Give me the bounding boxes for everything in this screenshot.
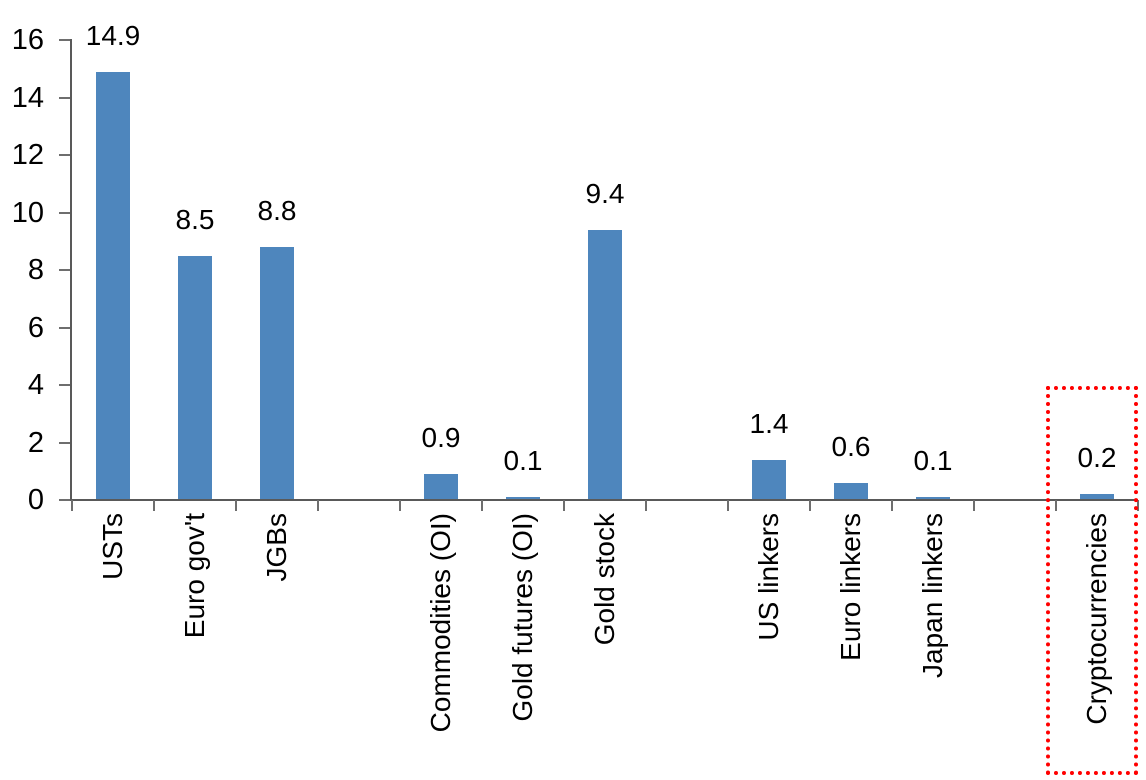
- y-tick: [59, 326, 70, 329]
- x-tick: [399, 500, 401, 511]
- category-label: JGBs: [261, 513, 292, 582]
- bar-value-label: 0.1: [503, 445, 543, 476]
- bar: [1080, 494, 1114, 499]
- category-label: Euro gov't: [179, 513, 210, 639]
- category-label: US linkers: [753, 513, 784, 641]
- bar-value-label: 8.5: [175, 204, 215, 235]
- y-tick-label: 12: [11, 139, 44, 171]
- x-tick: [645, 500, 647, 511]
- x-tick: [809, 500, 811, 511]
- bar-value-label: 14.9: [85, 20, 141, 51]
- bar: [178, 256, 212, 499]
- bar: [506, 497, 540, 499]
- bar: [96, 72, 130, 499]
- y-tick: [59, 441, 70, 444]
- bar-value-label: 0.2: [1077, 442, 1117, 473]
- x-tick: [891, 500, 893, 511]
- y-tick-label: 0: [27, 484, 44, 516]
- x-tick: [563, 500, 565, 511]
- y-tick: [59, 96, 70, 99]
- bar-value-label: 0.1: [913, 445, 953, 476]
- x-tick: [973, 500, 975, 511]
- x-tick: [1137, 500, 1139, 511]
- category-label: Japan linkers: [917, 513, 948, 678]
- y-axis: [70, 39, 72, 501]
- x-tick: [153, 500, 155, 511]
- category-label: USTs: [97, 513, 128, 580]
- bar: [260, 247, 294, 499]
- y-tick-label: 4: [27, 369, 44, 401]
- category-label: Gold futures (OI): [507, 513, 538, 722]
- x-tick: [727, 500, 729, 511]
- y-tick-label: 8: [27, 254, 44, 286]
- y-tick-label: 10: [11, 196, 44, 229]
- x-axis: [70, 499, 1138, 501]
- x-tick: [481, 500, 483, 511]
- y-tick: [59, 499, 70, 501]
- x-tick: [71, 500, 73, 511]
- y-tick: [59, 211, 70, 214]
- y-tick-label: 2: [27, 426, 44, 459]
- bar-value-label: 1.4: [749, 408, 789, 439]
- y-tick: [59, 154, 70, 156]
- x-tick: [1055, 500, 1057, 511]
- highlight-box: [1046, 386, 1138, 775]
- bar-value-label: 0.9: [421, 422, 461, 453]
- category-label: Commodities (OI): [425, 513, 456, 733]
- bar-value-label: 8.8: [257, 195, 297, 226]
- y-tick: [59, 39, 70, 41]
- bar: [916, 497, 950, 499]
- bar: [588, 230, 622, 499]
- y-tick: [59, 384, 70, 386]
- bar-value-label: 0.6: [831, 431, 871, 462]
- bar: [834, 483, 868, 499]
- y-tick-label: 14: [11, 81, 44, 114]
- category-label: Euro linkers: [835, 513, 866, 661]
- category-label: Gold stock: [589, 513, 620, 646]
- y-tick: [59, 269, 70, 271]
- bar-value-label: 9.4: [585, 178, 625, 209]
- y-tick-label: 6: [27, 311, 44, 344]
- bar: [752, 460, 786, 499]
- x-tick: [317, 500, 319, 511]
- y-tick-label: 16: [11, 24, 44, 56]
- x-tick: [235, 500, 237, 511]
- bar: [424, 474, 458, 499]
